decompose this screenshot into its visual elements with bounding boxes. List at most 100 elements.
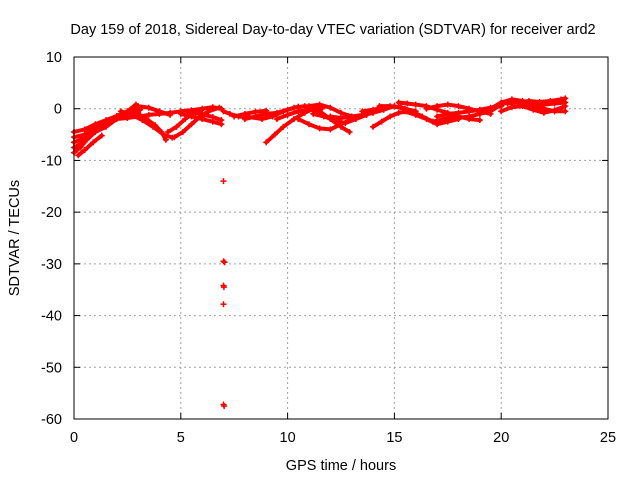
x-axis-label: GPS time / hours <box>286 458 396 474</box>
x-tick-label: 10 <box>280 430 296 446</box>
data-point <box>173 123 180 130</box>
data-point <box>498 99 505 106</box>
data-point <box>156 110 163 117</box>
x-tick-label: 25 <box>600 430 616 446</box>
data-point <box>316 101 323 108</box>
y-tick-label: -20 <box>41 205 62 221</box>
data-point <box>94 126 101 133</box>
data-point <box>218 117 225 124</box>
data-point <box>188 113 195 120</box>
data-point <box>504 100 511 107</box>
data-point <box>90 139 97 146</box>
data-point <box>466 113 473 120</box>
data-point <box>132 101 139 108</box>
data-point <box>188 121 195 128</box>
data-point <box>92 121 99 128</box>
data-point <box>143 116 150 123</box>
data-point <box>263 139 270 146</box>
data-point <box>508 104 515 111</box>
x-tick-label: 15 <box>386 430 402 446</box>
data-point <box>327 126 334 133</box>
y-tick-label: -40 <box>41 309 62 325</box>
x-tick-label: 5 <box>177 430 185 446</box>
data-point <box>395 109 402 116</box>
data-point <box>179 128 186 135</box>
data-point <box>284 106 291 113</box>
data-point <box>124 115 131 122</box>
data-point <box>551 107 558 114</box>
y-tick-label: 0 <box>54 102 62 118</box>
data-point <box>402 108 409 115</box>
data-track <box>72 127 100 150</box>
data-point <box>184 108 191 115</box>
data-point <box>135 110 142 117</box>
data-point <box>562 108 569 115</box>
data-point <box>77 140 84 147</box>
data-point <box>192 109 199 116</box>
data-point <box>305 103 312 110</box>
data-point <box>85 134 92 141</box>
data-point <box>162 136 169 143</box>
data-point <box>444 110 451 117</box>
data-point <box>316 125 323 132</box>
outlier-point <box>221 403 228 410</box>
data-point <box>515 99 522 106</box>
data-point <box>476 117 483 124</box>
data-point <box>378 118 385 125</box>
data-track <box>76 133 104 158</box>
data-point <box>295 108 302 115</box>
data-point <box>346 128 353 135</box>
data-point <box>540 109 547 116</box>
data-point <box>359 108 366 115</box>
data-point <box>271 131 278 138</box>
chart-title: Day 159 of 2018, Sidereal Day-to-day VTE… <box>70 22 595 38</box>
data-point <box>128 111 135 118</box>
data-point <box>316 108 323 115</box>
data-point <box>455 115 462 122</box>
y-tick-label: -60 <box>41 412 62 428</box>
outlier-point <box>220 258 227 265</box>
data-point <box>220 108 227 115</box>
data-point <box>113 116 120 123</box>
data-point <box>444 118 451 125</box>
data-point <box>201 111 208 118</box>
data-point <box>558 96 565 103</box>
data-point <box>455 109 462 116</box>
data-point <box>284 111 291 118</box>
data-point <box>434 113 441 120</box>
y-tick-label: 10 <box>46 50 62 66</box>
outlier-point <box>221 259 228 266</box>
data-point <box>412 101 419 108</box>
data-layer <box>71 95 569 410</box>
data-point <box>167 109 174 116</box>
data-point <box>547 97 554 104</box>
tick-layer: 0 5 10 15 20 25 10 0 -10 -20 -30 -40 -50 -60 <box>41 50 616 446</box>
data-point <box>241 116 248 123</box>
data-point <box>455 103 462 110</box>
data-point <box>434 121 441 128</box>
data-point <box>476 108 483 115</box>
data-point <box>158 128 165 135</box>
data-point <box>395 99 402 106</box>
data-point <box>252 108 259 115</box>
outlier-point <box>220 301 227 308</box>
data-point <box>226 110 233 117</box>
outlier-point <box>220 284 227 291</box>
data-point <box>199 106 206 113</box>
data-point <box>376 103 383 110</box>
data-point <box>536 98 543 105</box>
data-point <box>342 120 349 127</box>
data-point <box>273 116 280 123</box>
data-point <box>241 110 248 117</box>
data-track <box>232 108 269 119</box>
data-point <box>562 103 569 110</box>
data-point <box>327 104 334 111</box>
plot-frame <box>73 56 609 420</box>
data-point <box>137 106 144 113</box>
data-point <box>434 103 441 110</box>
data-point <box>98 132 105 139</box>
data-point <box>562 95 569 102</box>
data-point <box>81 131 88 138</box>
data-point <box>177 110 184 117</box>
